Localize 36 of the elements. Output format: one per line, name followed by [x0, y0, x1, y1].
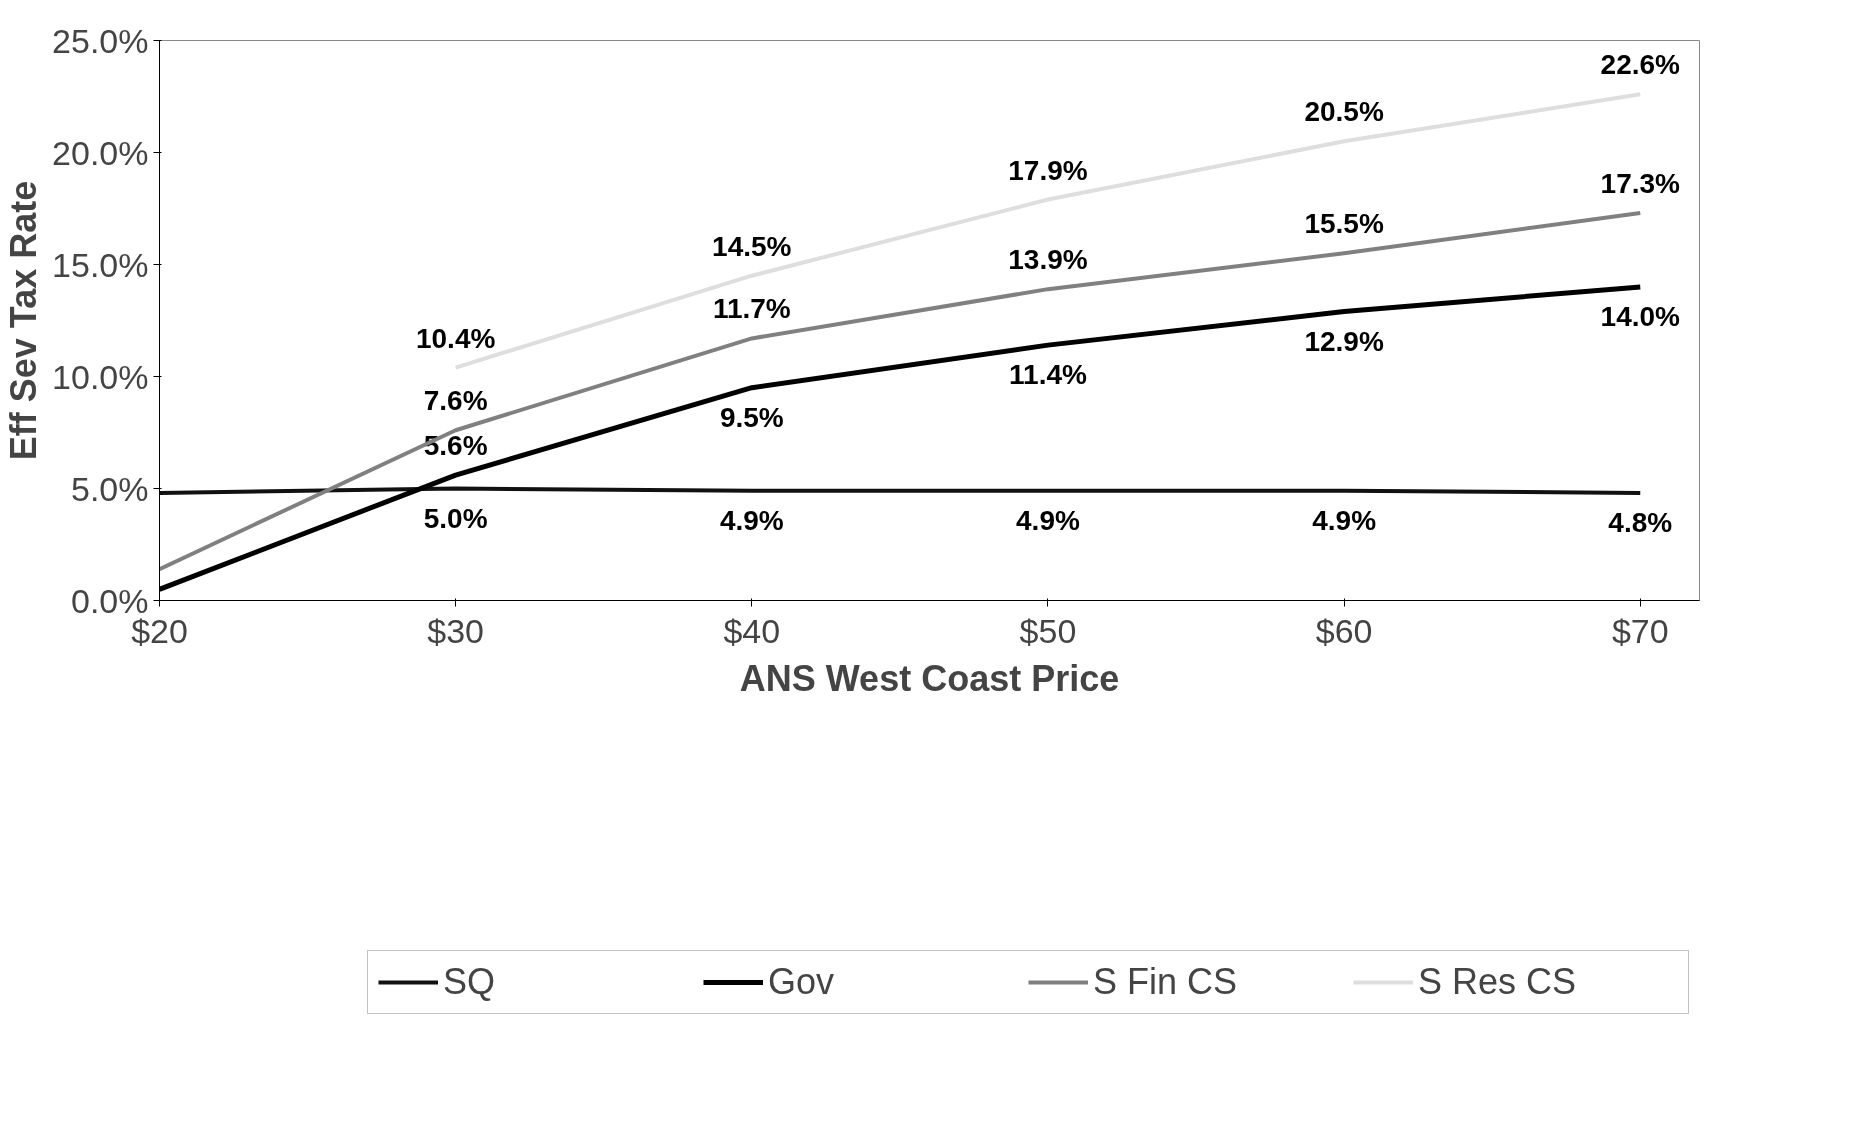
legend-label: S Res CS — [1418, 961, 1578, 1003]
x-tick-label: $30 — [427, 611, 485, 650]
y-tick-label: 20.0% — [52, 133, 149, 172]
data-label: 17.3% — [1600, 167, 1681, 199]
data-label: 10.4% — [415, 322, 496, 354]
data-label: 11.4% — [1009, 359, 1087, 391]
y-axis-title: Eff Sev Tax Rate — [3, 180, 45, 461]
x-axis-title: ANS West Coast Price — [739, 657, 1120, 699]
x-tick-label: $50 — [1019, 611, 1077, 650]
data-label: 11.7% — [712, 293, 791, 325]
x-tick-label: $60 — [1315, 611, 1373, 650]
data-label: 5.6% — [423, 430, 488, 462]
data-label: 14.0% — [1600, 300, 1681, 332]
x-tick-label: $40 — [723, 611, 781, 650]
legend-label: SQ — [443, 961, 496, 1003]
data-label: 12.9% — [1304, 325, 1384, 357]
data-label: 14.5% — [712, 230, 792, 262]
data-label: 4.9% — [1312, 504, 1377, 536]
data-label: 22.6% — [1600, 49, 1681, 81]
data-label: 20.5% — [1304, 96, 1384, 128]
y-tick-label: 5.0% — [71, 469, 149, 508]
data-label: 13.9% — [1008, 244, 1088, 276]
data-label: 7.6% — [423, 385, 488, 417]
y-tick-label: 10.0% — [52, 357, 149, 396]
data-label: 15.5% — [1304, 208, 1384, 240]
y-tick-label: 25.0% — [52, 21, 149, 60]
x-tick-label: $70 — [1611, 611, 1669, 650]
y-tick-label: 15.0% — [52, 245, 149, 284]
data-label: 4.9% — [719, 504, 784, 536]
data-label: 17.9% — [1008, 154, 1088, 186]
data-label: 4.8% — [1608, 506, 1673, 538]
data-label: 5.0% — [423, 502, 488, 534]
data-label: 4.9% — [1016, 504, 1080, 536]
legend-label: Gov — [768, 961, 836, 1003]
data-label: 9.5% — [719, 401, 784, 433]
legend-label: S Fin CS — [1093, 961, 1239, 1003]
